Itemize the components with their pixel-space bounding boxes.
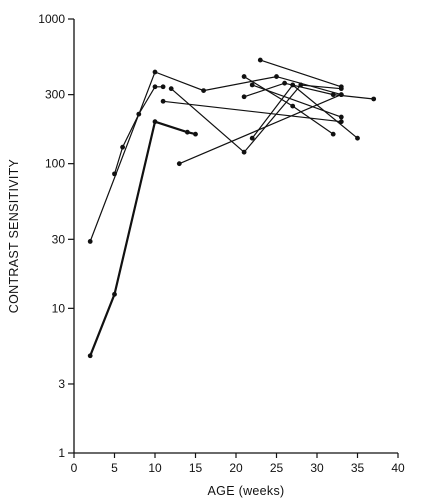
series-line xyxy=(170,84,342,154)
series-6 xyxy=(176,92,344,167)
series-line xyxy=(260,59,342,88)
series-line xyxy=(113,86,164,175)
series-line xyxy=(179,94,342,165)
data-point xyxy=(338,84,344,90)
x-tick-label: 5 xyxy=(111,461,118,475)
data-point xyxy=(290,82,296,88)
data-point xyxy=(152,69,158,75)
x-tick-label: 35 xyxy=(351,461,365,475)
x-tick-label: 0 xyxy=(71,461,78,475)
data-point xyxy=(282,80,287,86)
y-tick-label: 10 xyxy=(52,301,66,315)
series-line xyxy=(251,84,342,118)
series-5 xyxy=(160,98,344,125)
series-line xyxy=(89,120,196,357)
data-point xyxy=(176,161,182,167)
data-point xyxy=(257,57,263,63)
data-point xyxy=(120,144,125,150)
data-point xyxy=(371,96,377,102)
data-point xyxy=(112,291,117,297)
data-point xyxy=(193,131,198,137)
data-point xyxy=(112,171,117,177)
data-point xyxy=(87,239,93,244)
data-point xyxy=(136,111,142,117)
y-tick-label: 1 xyxy=(58,446,65,460)
plot-area xyxy=(87,57,377,359)
data-point xyxy=(185,129,190,135)
x-tick-label: 15 xyxy=(189,461,203,475)
data-point xyxy=(355,135,360,141)
x-axis-title: AGE (weeks) xyxy=(208,484,285,498)
x-tick-label: 10 xyxy=(148,461,162,475)
data-point xyxy=(330,131,336,137)
series-8 xyxy=(257,57,344,90)
series-line xyxy=(89,71,342,242)
data-point xyxy=(160,84,166,90)
data-point xyxy=(201,88,207,93)
data-point xyxy=(168,86,174,92)
y-tick-label: 1000 xyxy=(38,12,65,26)
x-tick-label: 20 xyxy=(229,461,243,475)
data-point xyxy=(87,353,93,359)
data-point xyxy=(338,92,344,98)
x-tick-label: 40 xyxy=(391,461,405,475)
x-tick-label: 25 xyxy=(270,461,284,475)
data-point xyxy=(152,119,158,125)
data-point xyxy=(249,82,255,88)
series-4 xyxy=(168,82,344,155)
data-point xyxy=(241,74,247,79)
data-point xyxy=(338,114,344,120)
series-2 xyxy=(87,119,198,359)
y-tick-label: 100 xyxy=(45,157,65,171)
data-point xyxy=(330,92,336,98)
data-point xyxy=(338,119,344,125)
series-line xyxy=(163,100,342,123)
series-11 xyxy=(249,82,344,120)
x-tick-label: 30 xyxy=(310,461,324,475)
series-9 xyxy=(249,82,360,141)
data-point xyxy=(152,84,158,90)
y-axis-title: CONTRAST SENSITIVITY xyxy=(7,158,21,313)
y-tick-label: 30 xyxy=(52,232,66,246)
y-tick-label: 3 xyxy=(58,377,65,391)
series-line xyxy=(243,76,334,135)
data-point xyxy=(241,149,247,155)
data-point xyxy=(160,98,166,104)
series-3 xyxy=(112,84,166,177)
data-point xyxy=(249,135,255,141)
series-10 xyxy=(241,74,336,137)
data-point xyxy=(241,94,247,100)
data-point xyxy=(290,103,296,109)
axes: 0 5 10 15 20 25 30 35 40 1 3 10 30 100 300 1000 xyxy=(38,12,405,475)
y-tick-label: 300 xyxy=(45,88,65,102)
data-point xyxy=(274,74,279,79)
